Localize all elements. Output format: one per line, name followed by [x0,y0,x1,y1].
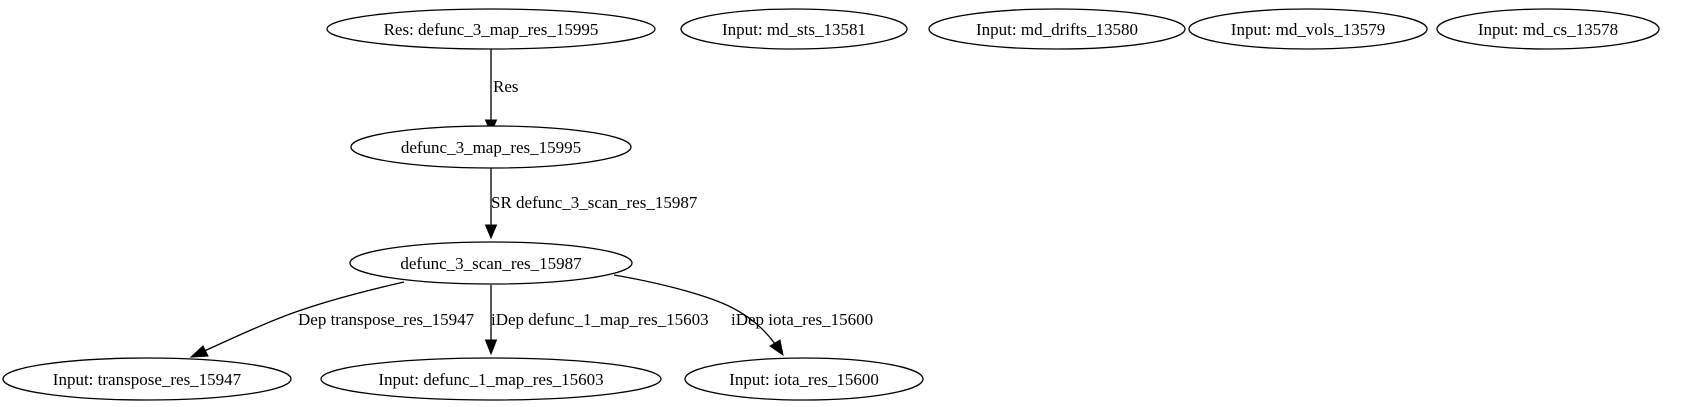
node-input-md-drifts: Input: md_drifts_13580 [928,8,1186,50]
edge-label-idep-defunc-1-map: iDep defunc_1_map_res_15603 [491,310,709,329]
node-label: Input: md_drifts_13580 [976,20,1138,39]
node-label: Input: defunc_1_map_res_15603 [378,370,603,389]
edge-scan-to-transpose: Dep transpose_res_15947 [189,281,475,358]
edge-arrowhead [484,339,498,356]
node-label: Input: md_vols_13579 [1231,20,1385,39]
node-label: Input: md_cs_13578 [1478,20,1618,39]
node-label: Input: iota_res_15600 [729,370,879,389]
edge-arrowhead [769,339,784,357]
node-input-md-vols: Input: md_vols_13579 [1188,8,1428,50]
edge-scan-to-iota: iDep iota_res_15600 [613,274,873,357]
node-input-defunc-1-map: Input: defunc_1_map_res_15603 [320,357,662,401]
node-label: defunc_3_map_res_15995 [401,138,581,157]
node-input-md-sts: Input: md_sts_13581 [680,8,908,50]
edge-label-dep-transpose: Dep transpose_res_15947 [298,310,475,329]
node-input-transpose: Input: transpose_res_15947 [2,357,292,401]
edge-arrowhead [189,345,209,358]
node-map-res: defunc_3_map_res_15995 [350,125,632,169]
node-res-root: Res: defunc_3_map_res_15995 [326,8,656,50]
edge-res-to-map: Res [484,49,519,135]
edge-scan-to-defunc-1-map: iDep defunc_1_map_res_15603 [484,285,709,356]
node-label: Res: defunc_3_map_res_15995 [384,20,599,39]
edge-label-res: Res [493,77,519,96]
edge-label-sr-scan: SR defunc_3_scan_res_15987 [491,193,698,212]
edge-line [613,274,776,345]
node-label: Input: md_sts_13581 [722,20,866,39]
node-scan-res: defunc_3_scan_res_15987 [349,241,633,285]
node-input-iota: Input: iota_res_15600 [684,357,924,401]
node-label: defunc_3_scan_res_15987 [400,254,582,273]
edge-label-idep-iota: iDep iota_res_15600 [731,310,873,329]
edge-line [201,281,405,353]
edge-map-to-scan: SR defunc_3_scan_res_15987 [484,168,698,240]
node-label: Input: transpose_res_15947 [53,370,242,389]
node-input-md-cs: Input: md_cs_13578 [1436,8,1660,50]
edge-arrowhead [484,224,498,240]
